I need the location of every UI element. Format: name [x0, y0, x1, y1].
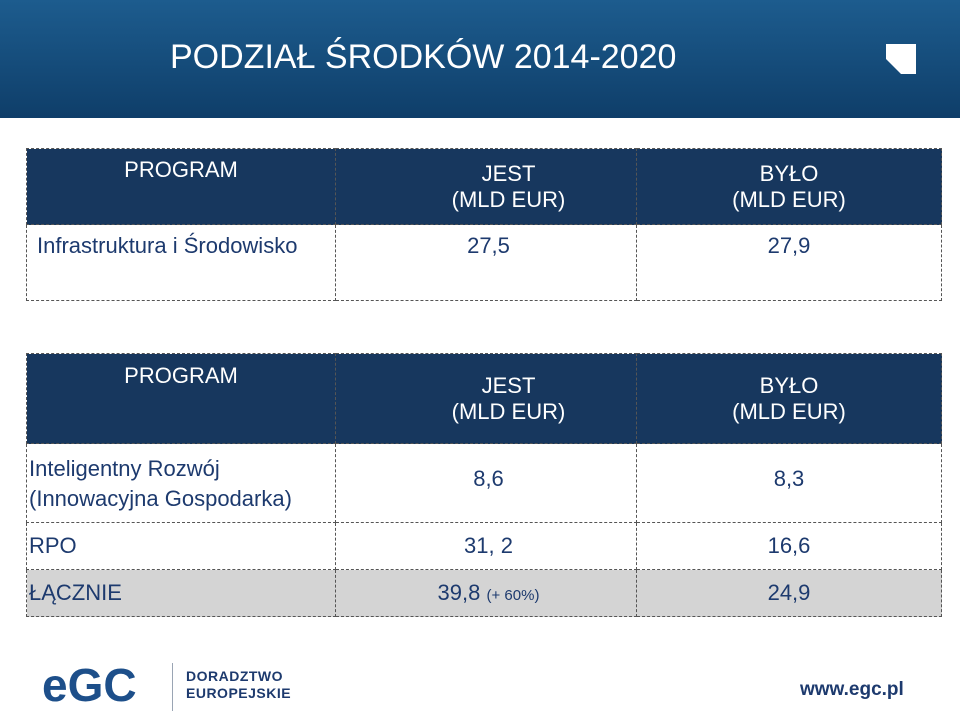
header-jest-label: JEST [481, 160, 536, 186]
header-jest-unit: (MLD EUR) [451, 186, 566, 212]
row-program-label: Inteligentny Rozwój [29, 456, 220, 481]
header-jest-label: JEST [481, 372, 536, 398]
row-bylo: 8,3 [636, 443, 942, 523]
row-program-label: ŁĄCZNIE [29, 580, 122, 605]
header-program-label: PROGRAM [124, 363, 238, 388]
table-header-row: PROGRAM JEST (MLD EUR) BYŁO (MLD EUR) [26, 148, 942, 225]
header-bylo-unit: (MLD EUR) [732, 186, 846, 212]
table-row-total: ŁĄCZNIE 39,8 (+ 60%) 24,9 [26, 569, 942, 617]
footer-subtitle-line2: EUROPEJSKIE [186, 685, 292, 701]
row-program: Inteligentny Rozwój (Innowacyjna Gospoda… [26, 443, 336, 523]
row-program: RPO [26, 522, 336, 570]
row-bylo: 24,9 [636, 569, 942, 617]
header-bylo-label: BYŁO [759, 372, 819, 398]
row-jest: 39,8 (+ 60%) [335, 569, 637, 617]
header-program-label: PROGRAM [124, 157, 238, 182]
egc-logo: eGC [42, 664, 137, 706]
row-bylo: 16,6 [636, 522, 942, 570]
row-program: ŁĄCZNIE [26, 569, 336, 617]
row-jest-value: 39,8 [437, 580, 481, 605]
corner-logo-icon [886, 44, 916, 74]
row-jest: 8,6 [335, 443, 637, 523]
table-row: Inteligentny Rozwój (Innowacyjna Gospoda… [26, 443, 942, 523]
footer-subtitle: DORADZTWO EUROPEJSKIE [186, 668, 291, 702]
header-jest: JEST (MLD EUR) [335, 353, 637, 444]
row-jest-value: 27,5 [467, 233, 510, 258]
table-header-row: PROGRAM JEST (MLD EUR) BYŁO (MLD EUR) [26, 353, 942, 444]
header-bylo-label: BYŁO [759, 160, 819, 186]
table-programs: PROGRAM JEST (MLD EUR) BYŁO (MLD EUR) In… [26, 353, 942, 617]
row-program: Infrastruktura i Środowisko [26, 224, 336, 301]
table-row: Infrastruktura i Środowisko 27,5 27,9 [26, 224, 942, 301]
row-bylo-value: 8,3 [773, 466, 805, 491]
header-bylo-unit: (MLD EUR) [732, 398, 846, 424]
table-infrastructure: PROGRAM JEST (MLD EUR) BYŁO (MLD EUR) In… [26, 148, 942, 301]
header-jest-unit: (MLD EUR) [451, 398, 566, 424]
row-bylo-value: 24,9 [767, 580, 811, 605]
header-bylo: BYŁO (MLD EUR) [636, 148, 942, 225]
footer-subtitle-line1: DORADZTWO [186, 668, 284, 684]
slide-header: PODZIAŁ ŚRODKÓW 2014-2020 [0, 0, 960, 118]
header-program: PROGRAM [26, 148, 336, 225]
footer-divider [172, 663, 173, 711]
table-row: RPO 31, 2 16,6 [26, 522, 942, 570]
egc-logo-text: eGC [42, 664, 137, 706]
row-bylo: 27,9 [636, 224, 942, 301]
row-program-sublabel: (Innowacyjna Gospodarka) [29, 486, 292, 511]
row-program-label: Infrastruktura i Środowisko [37, 233, 298, 258]
header-program: PROGRAM [26, 353, 336, 444]
row-jest: 31, 2 [335, 522, 637, 570]
header-bylo: BYŁO (MLD EUR) [636, 353, 942, 444]
header-jest: JEST (MLD EUR) [335, 148, 637, 225]
row-bylo-value: 27,9 [767, 233, 811, 258]
row-jest: 27,5 [335, 224, 637, 301]
row-bylo-value: 16,6 [767, 533, 811, 558]
footer-url[interactable]: www.egc.pl [800, 679, 904, 700]
row-jest-note: (+ 60%) [486, 587, 540, 604]
row-jest-value: 8,6 [473, 466, 504, 491]
slide-title: PODZIAŁ ŚRODKÓW 2014-2020 [170, 38, 677, 76]
row-program-label: RPO [29, 533, 77, 558]
row-jest-value: 31, 2 [464, 533, 513, 558]
